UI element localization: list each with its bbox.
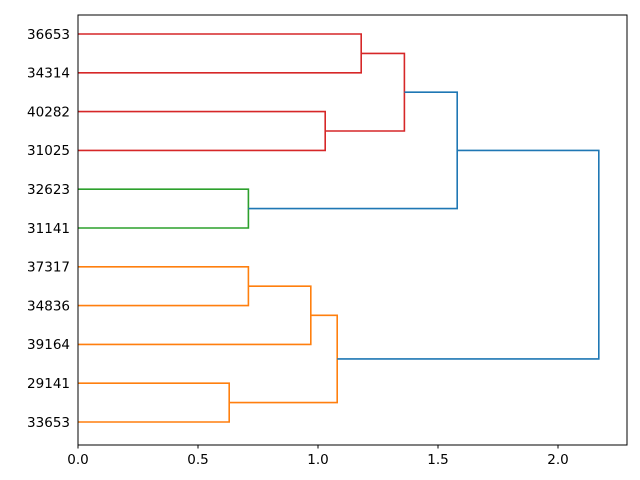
x-axis-tick-label: 2.0: [547, 452, 568, 468]
x-axis-tick-label: 1.5: [427, 452, 448, 468]
leaf-label: 32623: [27, 182, 70, 198]
leaf-label: 40282: [27, 104, 70, 120]
leaf-label: 31141: [27, 221, 70, 237]
dendrogram-link-blue: [337, 149, 600, 360]
x-axis-tick-label: 0.5: [187, 452, 208, 468]
leaf-label: 34314: [27, 66, 70, 82]
plot-border: [77, 14, 628, 446]
leaf-label: 33653: [27, 415, 70, 431]
leaf-label: 36653: [27, 27, 70, 43]
leaf-label: 39164: [27, 337, 70, 353]
leaf-label: 34836: [27, 298, 70, 314]
x-axis-tick-label: 1.0: [307, 452, 328, 468]
leaf-label: 29141: [27, 376, 70, 392]
x-axis-tick-label: 0.0: [67, 452, 88, 468]
leaf-label: 31025: [27, 143, 70, 159]
leaf-label: 37317: [27, 260, 70, 276]
